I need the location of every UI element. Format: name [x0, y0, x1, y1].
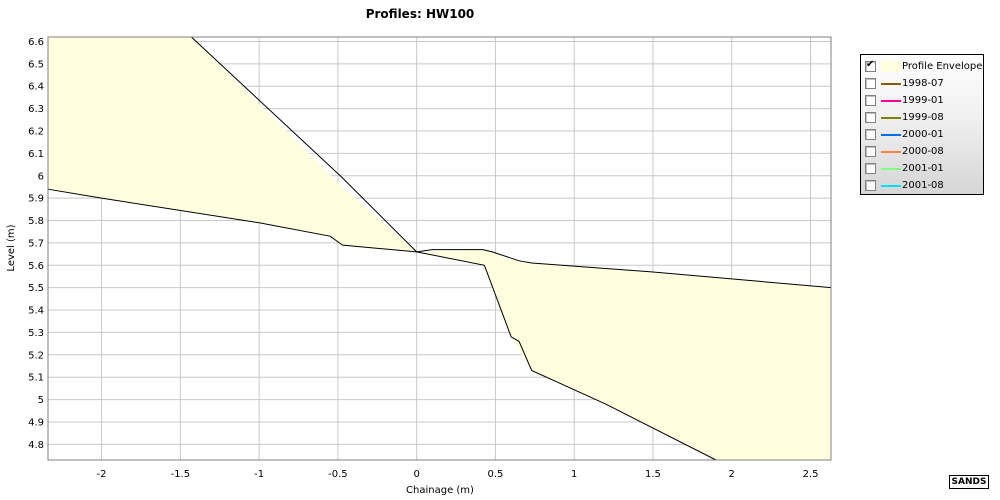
- legend-checkbox[interactable]: [865, 163, 876, 174]
- legend-swatch: [881, 113, 903, 123]
- x-tick-label: -1.5: [171, 469, 191, 480]
- legend-label: 2000-01: [902, 129, 944, 140]
- y-tick-label: 5.1: [28, 373, 44, 384]
- x-tick-labels: -2 -1.5 -1 -0.5 0 0.5 1 1.5 2 2.5: [97, 469, 819, 480]
- y-tick-label: 5.7: [28, 238, 44, 249]
- y-tick-label: 5.9: [28, 194, 44, 205]
- profile-envelope-fill: [48, 37, 831, 460]
- x-tick-label: 0.5: [487, 469, 503, 480]
- legend-item[interactable]: 1999-01: [861, 92, 983, 109]
- envelope-area: [48, 37, 831, 460]
- legend-swatch: [881, 147, 903, 157]
- x-tick-label: 1.5: [645, 469, 661, 480]
- y-tick-label: 4.8: [28, 440, 44, 451]
- y-tick-label: 6.3: [28, 104, 44, 115]
- legend-swatch: [881, 164, 903, 174]
- legend-label: 1998-07: [902, 78, 944, 89]
- legend-label: 2001-01: [902, 163, 944, 174]
- legend-label: 1999-01: [902, 95, 944, 106]
- legend-item[interactable]: 2001-01: [861, 160, 983, 177]
- profile-line-2: [47, 188, 832, 289]
- legend-swatch: [881, 130, 903, 140]
- x-tick-label: 0: [413, 469, 419, 480]
- x-tick-label: -1: [254, 469, 264, 480]
- profile-lines: [47, 36, 832, 461]
- legend-label: 2001-08: [902, 180, 944, 191]
- y-axis-title: Level (m): [6, 224, 17, 271]
- legend-item[interactable]: 2000-08: [861, 143, 983, 160]
- y-tick-label: 5.4: [28, 306, 44, 317]
- legend-swatch: [881, 79, 903, 89]
- x-tick-label: 2: [729, 469, 735, 480]
- legend-item[interactable]: 2000-01: [861, 126, 983, 143]
- legend-item[interactable]: 1999-08: [861, 109, 983, 126]
- y-tick-label: 5.5: [28, 283, 44, 294]
- legend-swatch: [881, 61, 903, 72]
- x-axis-title: Chainage (m): [406, 485, 474, 496]
- chart-legend: Profile Envelope 1998-07 1999-01 1999-08 200…: [860, 54, 984, 195]
- sands-badge: SANDS: [949, 475, 989, 489]
- y-tick-label: 6.2: [28, 127, 44, 138]
- legend-checkbox[interactable]: [865, 129, 876, 140]
- y-tick-label: 5.3: [28, 328, 44, 339]
- legend-checkbox[interactable]: [865, 112, 876, 123]
- legend-label: 1999-08: [902, 112, 944, 123]
- legend-swatch: [881, 181, 903, 191]
- y-tick-label: 6.5: [28, 59, 44, 70]
- legend-label: 2000-08: [902, 146, 944, 157]
- plot-frame: [47, 36, 832, 461]
- legend-item[interactable]: 2001-08: [861, 177, 983, 194]
- legend-checkbox[interactable]: [865, 59, 876, 72]
- legend-item[interactable]: Profile Envelope: [861, 58, 983, 75]
- y-tick-label: 5.2: [28, 350, 44, 361]
- y-tick-label: 6.4: [28, 82, 44, 93]
- legend-checkbox[interactable]: [865, 180, 876, 191]
- y-tick-label: 5.8: [28, 216, 44, 227]
- y-tick-label: 4.9: [28, 417, 44, 428]
- y-tick-labels: 4.8 4.9 5 5.1 5.2 5.3 5.4 5.5 5.6 5.7 5.8 5.9 6 6.1 6.…: [28, 37, 44, 451]
- y-tick-label: 6: [38, 171, 44, 182]
- legend-swatch: [881, 96, 903, 106]
- profile-line-1: [191, 36, 717, 461]
- legend-checkbox[interactable]: [865, 146, 876, 157]
- legend-label: Profile Envelope: [902, 61, 983, 72]
- x-tick-label: 1: [571, 469, 577, 480]
- x-tick-label: -2: [97, 469, 107, 480]
- y-tick-label: 6.1: [28, 149, 44, 160]
- y-tick-label: 6.6: [28, 37, 44, 48]
- x-tick-label: 2.5: [803, 469, 819, 480]
- chart-title: Profiles: HW100: [366, 7, 475, 21]
- legend-item[interactable]: 1998-07: [861, 75, 983, 92]
- y-tick-label: 5.6: [28, 261, 44, 272]
- x-tick-label: -0.5: [328, 469, 348, 480]
- y-tick-label: 5: [38, 395, 44, 406]
- legend-checkbox[interactable]: [865, 95, 876, 106]
- legend-checkbox[interactable]: [865, 78, 876, 89]
